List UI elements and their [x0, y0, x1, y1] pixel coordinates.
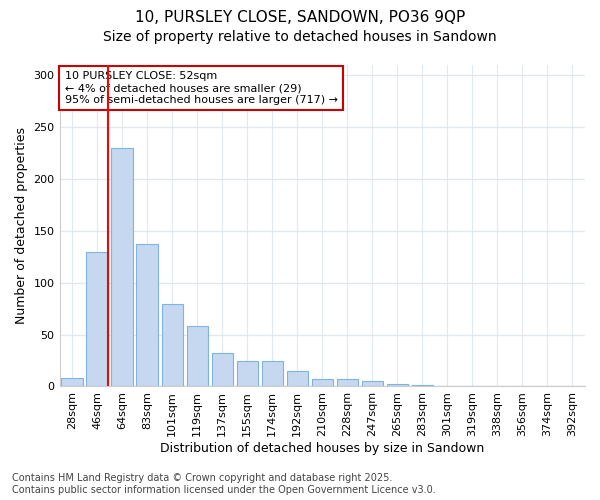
- Bar: [287, 371, 308, 386]
- Text: Contains HM Land Registry data © Crown copyright and database right 2025.
Contai: Contains HM Land Registry data © Crown c…: [12, 474, 436, 495]
- Bar: [387, 384, 408, 386]
- Text: 10 PURSLEY CLOSE: 52sqm
← 4% of detached houses are smaller (29)
95% of semi-det: 10 PURSLEY CLOSE: 52sqm ← 4% of detached…: [65, 72, 338, 104]
- Bar: [362, 382, 383, 386]
- Bar: [337, 379, 358, 386]
- Bar: [262, 360, 283, 386]
- Bar: [212, 354, 233, 386]
- Bar: [86, 252, 108, 386]
- Bar: [311, 379, 333, 386]
- Y-axis label: Number of detached properties: Number of detached properties: [15, 127, 28, 324]
- Bar: [236, 360, 258, 386]
- Bar: [161, 304, 183, 386]
- Bar: [112, 148, 133, 386]
- Bar: [61, 378, 83, 386]
- Text: 10, PURSLEY CLOSE, SANDOWN, PO36 9QP: 10, PURSLEY CLOSE, SANDOWN, PO36 9QP: [135, 10, 465, 25]
- X-axis label: Distribution of detached houses by size in Sandown: Distribution of detached houses by size …: [160, 442, 484, 455]
- Bar: [187, 326, 208, 386]
- Text: Size of property relative to detached houses in Sandown: Size of property relative to detached ho…: [103, 30, 497, 44]
- Bar: [136, 244, 158, 386]
